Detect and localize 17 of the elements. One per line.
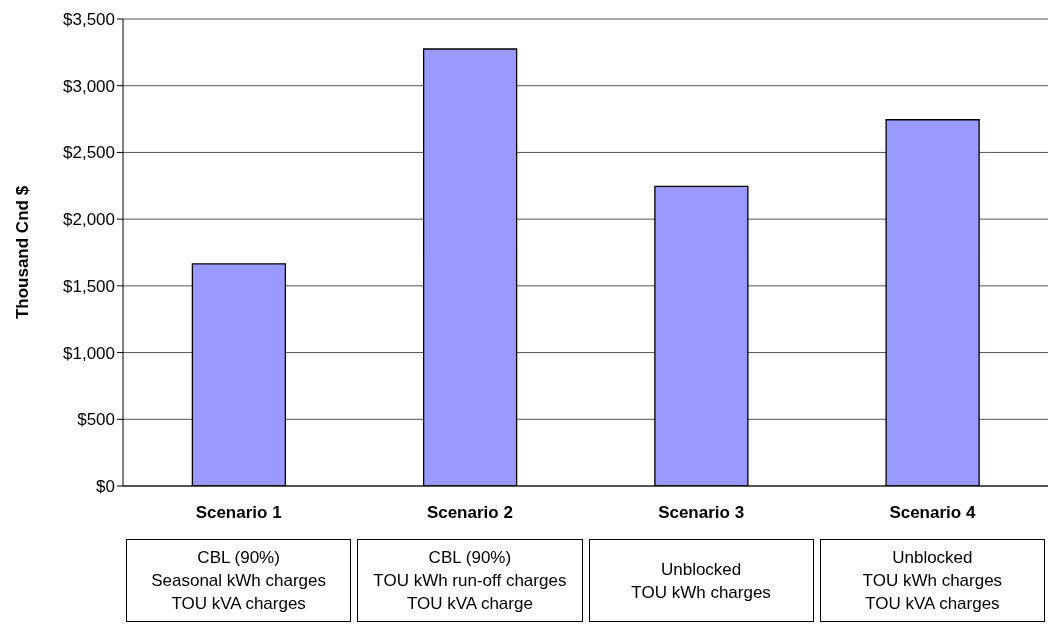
x-tick-label: Scenario 3	[658, 503, 745, 523]
y-tick-label: $1,500	[63, 276, 115, 296]
y-tick-label: $500	[77, 410, 115, 430]
y-tick-label: $3,000	[63, 76, 115, 96]
note-box: Unblocked TOU kWh charges	[588, 539, 814, 622]
x-tick-label: Scenario 4	[889, 503, 976, 523]
y-axis-title: Thousand Cnd $	[12, 185, 32, 320]
x-tick-label: Scenario 1	[195, 503, 282, 523]
note-box: Unblocked TOU kWh charges TOU kVA charges	[819, 539, 1045, 622]
y-tick-label: $3,500	[63, 10, 115, 30]
note-box: CBL (90%) TOU kWh run-off charges TOU kVA charge	[357, 539, 583, 622]
y-tick-label: $1,000	[63, 343, 115, 363]
y-tick-label: $2,500	[63, 143, 115, 163]
y-tick-label: $0	[96, 477, 115, 497]
note-box: CBL (90%) Seasonal kWh charges TOU kVA charges	[126, 539, 352, 622]
y-tick-label: $2,000	[63, 210, 115, 230]
x-tick-label: Scenario 2	[426, 503, 513, 523]
